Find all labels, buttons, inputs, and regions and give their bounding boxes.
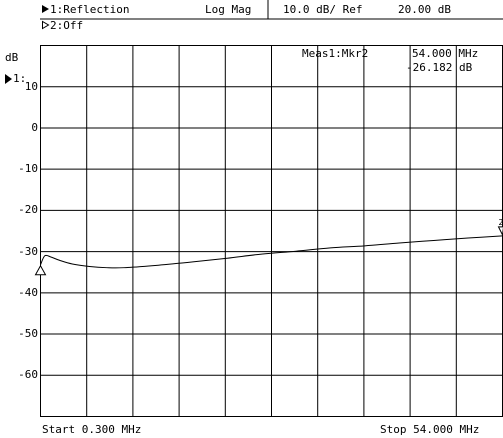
marker-value: -26.182 dB [406,61,473,74]
marker-1-icon [34,264,47,282]
y-tick-label: -20 [18,203,38,217]
ref-position-marker-icon [5,74,12,84]
format-label: Log Mag [205,3,252,16]
y-tick-label: -40 [18,285,38,299]
y-tick-label: 10 [24,79,38,93]
ref-marker-label: 1: [13,72,27,85]
y-axis-unit: dB [5,51,19,64]
trace-2-label[interactable]: 2:Off [50,19,84,32]
stop-frequency: Stop 54.000 MHz [380,423,480,436]
trace-line [40,235,503,269]
trace-1-active-icon [42,5,49,13]
marker-name: Meas1:Mkr2 [302,47,369,60]
y-tick-label: -10 [18,162,38,176]
trace-1-label[interactable]: 1:Reflection [50,3,130,16]
marker-2-icon: 2 [497,218,503,237]
y-tick-label: -30 [18,244,38,258]
y-tick-label: 0 [31,120,38,134]
marker-2-label: 2 [499,218,503,227]
grid-lines [40,45,503,417]
y-tick-label: -60 [18,368,38,382]
marker-frequency: 54.000 MHz [412,47,479,60]
scale-label: 10.0 dB/ Ref [283,3,363,16]
start-frequency: Start 0.300 MHz [42,423,142,436]
ref-value-label: 20.00 dB [398,3,451,16]
y-tick-label: -50 [18,327,38,341]
trace-2-inactive-icon [42,20,50,30]
